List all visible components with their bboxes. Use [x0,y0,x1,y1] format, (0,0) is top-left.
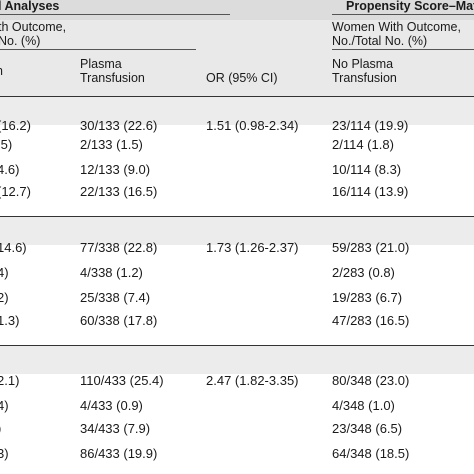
table-row-cell: 4/433 (0.9) [80,398,143,413]
table-row-cell: 22/133 (16.5) [80,184,158,199]
header-group-left-underline [0,14,230,15]
table-row-cell: 4) [0,398,9,413]
col-header-no-plasma-fragment: n [0,64,3,78]
table-row-cell: 25/338 (7.4) [80,290,151,305]
table-row-cell: 23/114 (19.9) [332,118,409,133]
col-header-plasma-line2: Transfusion [80,71,145,85]
header-group-left: l Analyses [0,0,60,13]
table-row-cell: 64/348 (18.5) [332,446,410,461]
section-2-bottom-rule [0,345,474,346]
table-row-cell: ) [0,421,1,437]
table-row-cell: .5) [0,137,13,152]
col-header-no-plasma-line2: Transfusion [332,71,397,85]
table-row-cell: 19/283 (6.7) [332,290,403,305]
table-row-cell: (16.2) [0,118,31,133]
table-row-cell: 80/348 (23.0) [332,373,410,388]
table-row-cell: 2) [0,290,9,305]
table-row-cell: 2/283 (0.8) [332,265,395,280]
table-row-cell: 2/114 (1.8) [332,137,394,152]
table-row-cell: 2.47 (1.82-3.35) [206,373,299,388]
section-1-band [0,97,474,125]
table-row-cell: 2/133 (1.5) [80,137,143,152]
table-row-cell: 4/338 (1.2) [80,265,143,280]
col-header-plasma-line1: Plasma [80,57,122,71]
table-row-cell: 1.73 (1.26-2.37) [206,240,299,255]
table-row-cell: (12.7) [0,184,31,199]
table-row-cell: 10/114 (8.3) [332,162,402,177]
table-header-top-band [0,0,474,20]
header-outcome-right-line2: No./Total No. (%) [332,34,428,48]
table-row-cell: 110/433 (25.4) [80,373,164,388]
header-group-right-underline [332,14,474,15]
header-outcome-right-underline [332,49,474,50]
header-group-right: Propensity Score–Matche [346,0,474,13]
col-header-no-plasma-line1: No Plasma [332,57,394,71]
table-row-cell: 14.6) [0,240,27,255]
header-outcome-left-line2: No. (%) [0,34,41,48]
table-row-cell: 2.1) [0,373,20,388]
section-3-band [0,346,474,374]
table-row-cell: 1.51 (0.98-2.34) [206,118,299,133]
table-row-cell: 3) [0,446,9,461]
table-row-cell: 4/348 (1.0) [332,398,395,413]
table-row-cell: 30/133 (22.6) [80,118,158,133]
table-row-cell: 23/348 (6.5) [332,421,403,436]
table-row-cell: 16/114 (13.9) [332,184,409,199]
header-outcome-left-line1: th Outcome, [0,20,67,34]
table-row-cell: 77/338 (22.8) [80,240,158,255]
table-row-cell: 59/283 (21.0) [332,240,410,255]
table-row-cell: 1.3) [0,313,20,328]
col-header-or: OR (95% CI) [206,71,278,85]
section-1-bottom-rule [0,216,474,217]
table-header-band [0,20,474,96]
table-row-cell: 4.6) [0,162,20,177]
table-row-cell: 34/433 (7.9) [80,421,151,436]
table-row-cell: 12/133 (9.0) [80,162,151,177]
table-row-cell: 86/433 (19.9) [80,446,158,461]
section-2-band [0,217,474,245]
header-outcome-left-underline [0,49,196,50]
table-row-cell: 47/283 (16.5) [332,313,410,328]
table-row-cell: 60/338 (17.8) [80,313,158,328]
header-bottom-rule [0,96,474,97]
table-row-cell: 4) [0,265,9,280]
header-outcome-right-line1: Women With Outcome, [332,20,461,34]
